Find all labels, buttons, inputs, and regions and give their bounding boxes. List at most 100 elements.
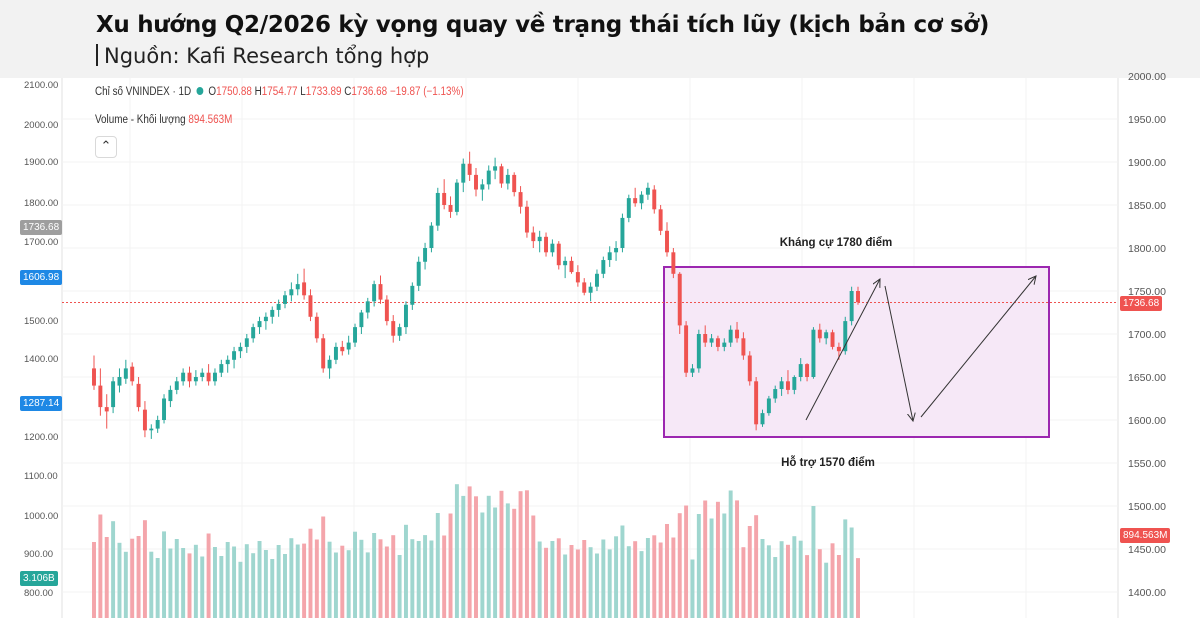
chevron-up-icon: ⌃ — [100, 138, 112, 153]
symbol-label[interactable]: Chỉ số VNINDEX · 1D — [95, 86, 192, 98]
left-axis-tick: 800.00 — [24, 588, 53, 599]
right-axis-tick: 1550.00 — [1128, 458, 1166, 470]
volume-bar — [244, 544, 249, 618]
volume-bar — [588, 547, 593, 618]
candle-body — [486, 170, 491, 185]
candle-body — [378, 284, 383, 300]
change-value: −19.87 (−1.13%) — [389, 86, 464, 98]
volume-bar — [232, 546, 237, 618]
volume-bar — [671, 537, 676, 618]
volume-bar — [435, 513, 440, 618]
left-axis-tick: 1900.00 — [24, 157, 58, 168]
scenario-arrow — [805, 279, 880, 421]
resistance-label: Kháng cự 1780 điểm — [780, 237, 893, 249]
candle-body — [531, 232, 536, 242]
volume-bar — [403, 524, 408, 618]
low-label: L — [300, 86, 306, 98]
candle-body — [658, 209, 663, 231]
volume-bar — [811, 506, 816, 618]
volume-bar — [454, 484, 459, 618]
close-value: 1736.68 — [351, 86, 388, 98]
candle-body — [728, 329, 733, 343]
candle-body — [499, 166, 504, 184]
candle-body — [346, 342, 351, 350]
volume-bar — [467, 486, 472, 618]
volume-bar — [569, 545, 574, 618]
volume-bar — [333, 552, 338, 618]
volume-bar — [474, 496, 478, 618]
candle-body — [168, 389, 173, 402]
collapse-legend-button[interactable]: ⌃ — [95, 136, 117, 158]
left-blue-badge: 1606.98 — [20, 270, 63, 285]
volume-bar — [696, 514, 701, 618]
candle-body — [111, 381, 116, 408]
left-axis-tick: 1400.00 — [24, 354, 58, 365]
volume-label[interactable]: Volume - Khối lượng — [95, 114, 186, 126]
candle-body — [856, 291, 860, 303]
candle-body — [193, 377, 198, 382]
volume-bar — [340, 545, 345, 618]
candle-body — [117, 377, 122, 386]
subtitle-text: Nguồn: Kafi Research tổng hợp — [104, 44, 430, 68]
volume-bar — [276, 545, 281, 618]
candle-body — [410, 285, 415, 305]
candle-body — [270, 309, 275, 317]
volume-bar — [359, 539, 364, 618]
candle-body — [601, 260, 606, 274]
right-axis-tick: 1800.00 — [1128, 243, 1166, 255]
candle-body — [448, 205, 453, 212]
volume-bar — [162, 531, 167, 618]
volume-bar — [709, 518, 714, 618]
candle-body — [563, 260, 568, 266]
right-axis-tick: 1450.00 — [1128, 544, 1166, 556]
candle-body — [652, 189, 657, 210]
volume-bar — [836, 555, 841, 618]
candle-body — [206, 372, 211, 382]
volume-bar — [263, 550, 268, 618]
candle-body — [779, 381, 784, 390]
volume-bar — [181, 548, 186, 618]
volume-bar — [117, 542, 122, 618]
volume-bar — [575, 549, 580, 618]
volume-bar — [384, 546, 389, 618]
volume-bar — [499, 490, 504, 618]
volume-bar — [601, 539, 606, 618]
candle-body — [690, 368, 695, 373]
volume-bar — [92, 542, 96, 618]
candle-body — [569, 260, 574, 273]
left-axis-tick: 2000.00 — [24, 120, 58, 131]
candle-body — [766, 398, 771, 414]
volume-bar — [505, 503, 510, 618]
volume-bar — [773, 557, 778, 618]
candle-body — [620, 217, 625, 248]
volume-bar — [493, 507, 498, 618]
candle-body — [665, 230, 669, 253]
right-axis-tick: 1700.00 — [1128, 329, 1166, 341]
candle-body — [391, 321, 396, 336]
volume-bar — [856, 558, 860, 618]
chart-title: Xu hướng Q2/2026 kỳ vọng quay về trạng t… — [96, 12, 990, 38]
candle-body — [792, 377, 797, 390]
volume-bar — [187, 553, 192, 618]
volume-bar — [372, 533, 377, 618]
open-label: O — [208, 86, 217, 98]
candle-body — [263, 316, 268, 322]
candle-body — [276, 303, 281, 310]
candle-body — [614, 248, 619, 253]
candle-body — [722, 342, 727, 347]
volume-bar — [754, 515, 759, 618]
candle-body — [232, 351, 237, 360]
volume-bar — [524, 490, 529, 618]
candle-body — [372, 284, 377, 302]
volume-bar — [461, 495, 466, 618]
candle-body — [741, 338, 746, 356]
volume-bar — [480, 512, 485, 618]
candle-body — [524, 206, 529, 233]
volume-bar — [722, 513, 727, 618]
candle-body — [314, 316, 319, 339]
candle-body — [219, 364, 224, 373]
candle-body — [295, 284, 300, 290]
volume-bar — [314, 539, 319, 618]
left-axis-tick: 1700.00 — [24, 237, 58, 248]
volume-bar — [563, 554, 568, 618]
